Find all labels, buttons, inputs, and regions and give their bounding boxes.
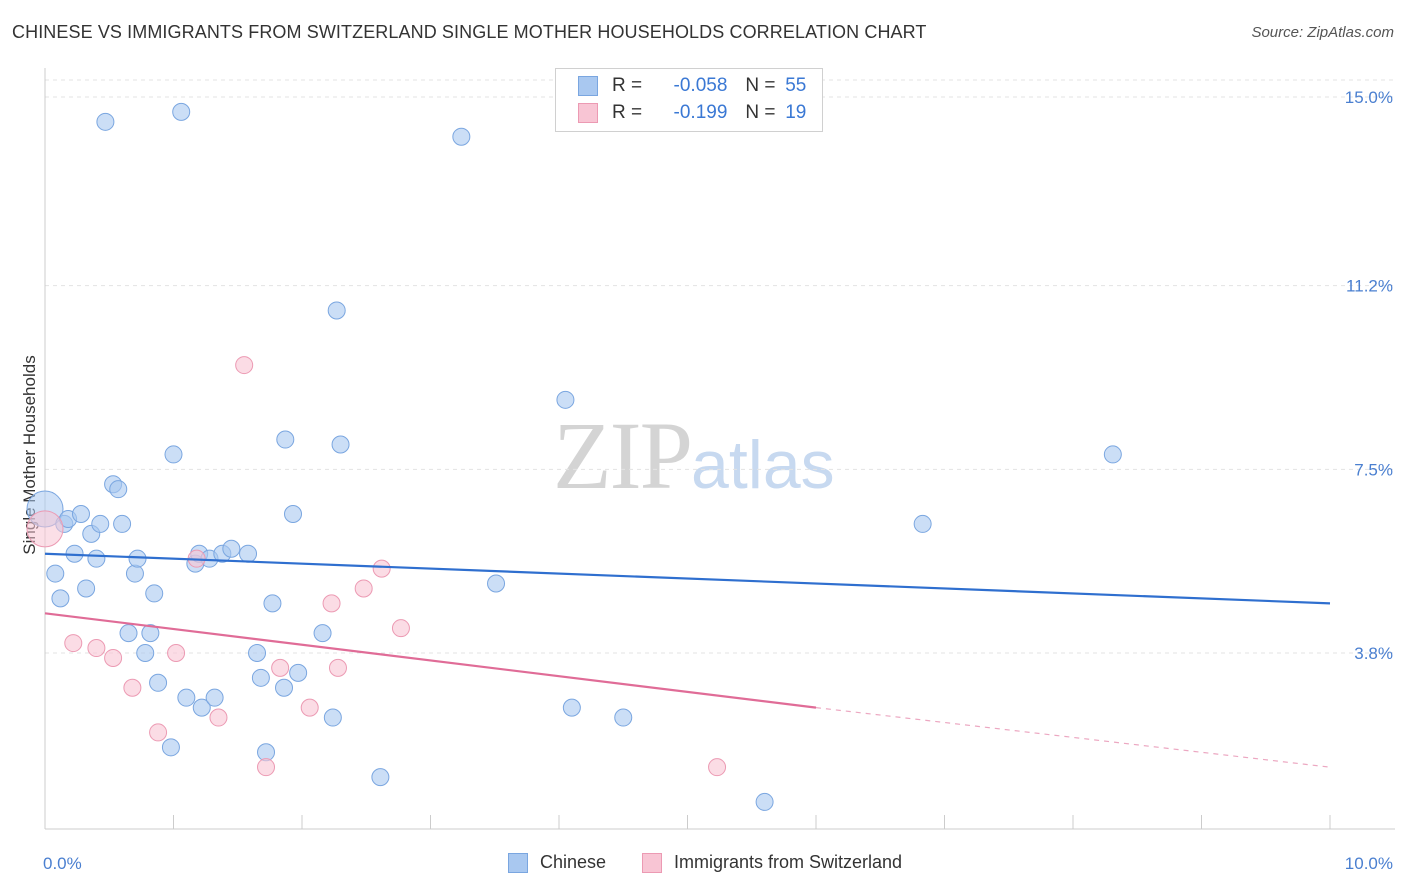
chinese-point bbox=[161, 738, 180, 757]
chinese-point bbox=[371, 768, 390, 787]
chinese-point bbox=[284, 505, 303, 523]
switzerland-point bbox=[123, 678, 142, 697]
chinese-point bbox=[248, 644, 267, 662]
chinese-point bbox=[113, 514, 132, 533]
switzerland-point bbox=[104, 648, 123, 667]
switzerland-point bbox=[708, 758, 727, 777]
switzerland-point bbox=[257, 758, 276, 777]
chinese-point bbox=[913, 514, 932, 533]
stats-legend: R = -0.058 N = 55 R = -0.199 N = 19 bbox=[555, 68, 823, 132]
chinese-point bbox=[96, 112, 115, 131]
chinese-point bbox=[177, 688, 196, 707]
chinese-point bbox=[614, 708, 633, 727]
source-note: Source: ZipAtlas.com bbox=[1251, 24, 1394, 41]
chinese-point bbox=[487, 574, 506, 593]
chinese-point bbox=[51, 589, 70, 608]
chinese-point bbox=[46, 564, 65, 583]
chinese-point bbox=[109, 480, 128, 499]
chinese-swatch-icon bbox=[578, 76, 598, 96]
watermark: ZIPatlas bbox=[553, 400, 835, 511]
r-value: -0.058 bbox=[673, 75, 728, 96]
legend-label-chinese: Chinese bbox=[540, 852, 607, 872]
chinese-point bbox=[222, 539, 241, 558]
switzerland-point bbox=[354, 579, 373, 598]
x-tick-label: 0.0% bbox=[43, 854, 82, 873]
chinese-point bbox=[1103, 445, 1122, 464]
r-label: R = bbox=[612, 102, 643, 123]
chinese-point bbox=[556, 390, 575, 409]
n-value: 19 bbox=[785, 102, 807, 123]
chinese-point bbox=[77, 579, 96, 598]
chinese-point bbox=[755, 792, 774, 811]
chinese-point bbox=[276, 430, 295, 449]
chinese-point bbox=[128, 549, 147, 568]
chinese-point bbox=[289, 663, 308, 682]
chinese-point bbox=[91, 514, 110, 533]
watermark-zip: ZIP bbox=[553, 402, 693, 509]
chinese-point bbox=[239, 544, 258, 563]
chinese-point bbox=[192, 698, 211, 717]
switzerland-trend-line bbox=[44, 612, 817, 709]
chinese-point bbox=[251, 668, 270, 687]
chinese-trend-line bbox=[44, 552, 1331, 605]
switzerland-point bbox=[372, 559, 391, 578]
r-label: R = bbox=[612, 75, 643, 96]
switzerland-point bbox=[391, 619, 410, 638]
switzerland-point bbox=[26, 510, 64, 548]
legend-label-switzerland: Immigrants from Switzerland bbox=[674, 852, 903, 872]
chinese-point bbox=[149, 673, 168, 692]
n-label: N = bbox=[745, 102, 776, 123]
x-tick-label: 10.0% bbox=[1345, 854, 1393, 873]
switzerland-point bbox=[149, 723, 168, 742]
switzerland-point bbox=[328, 658, 347, 677]
chinese-point bbox=[145, 584, 164, 603]
chart-title: CHINESE VS IMMIGRANTS FROM SWITZERLAND S… bbox=[12, 22, 927, 42]
n-label: N = bbox=[745, 75, 776, 96]
switzerland-swatch-icon bbox=[578, 103, 598, 123]
legend-item-chinese[interactable]: Chinese bbox=[508, 852, 606, 873]
chinese-point bbox=[331, 435, 350, 454]
switzerland-point bbox=[322, 594, 341, 613]
chinese-point bbox=[125, 564, 144, 583]
chinese-point bbox=[275, 678, 294, 697]
r-value: -0.199 bbox=[673, 102, 728, 123]
y-tick-label: 7.5% bbox=[1354, 460, 1393, 479]
chinese-legend-swatch-icon bbox=[508, 852, 528, 873]
switzerland-trend-line-extension bbox=[815, 707, 1331, 768]
switzerland-legend-swatch-icon bbox=[642, 852, 662, 873]
chinese-point bbox=[263, 594, 282, 613]
n-value: 55 bbox=[785, 75, 807, 96]
switzerland-point bbox=[300, 698, 319, 717]
chinese-point bbox=[141, 624, 160, 643]
chinese-point bbox=[562, 698, 581, 717]
y-tick-label: 15.0% bbox=[1345, 88, 1393, 107]
y-tick-label: 11.2% bbox=[1346, 277, 1393, 296]
switzerland-point bbox=[64, 634, 83, 653]
switzerland-point bbox=[167, 644, 186, 662]
y-tick-label: 3.8% bbox=[1354, 644, 1393, 663]
chinese-point bbox=[71, 505, 90, 523]
switzerland-point bbox=[271, 658, 290, 677]
chinese-point bbox=[119, 624, 138, 643]
chinese-point bbox=[452, 127, 471, 146]
chinese-point bbox=[327, 301, 346, 320]
stats-legend-row-switzerland: R = -0.199 N = 19 bbox=[578, 101, 811, 125]
switzerland-point bbox=[87, 639, 106, 658]
chinese-point bbox=[172, 102, 191, 121]
switzerland-point bbox=[209, 708, 228, 727]
chinese-point bbox=[323, 708, 342, 727]
chinese-point bbox=[205, 688, 224, 707]
switzerland-point bbox=[235, 356, 254, 375]
stats-legend-row-chinese: R = -0.058 N = 55 bbox=[578, 74, 811, 98]
legend-item-switzerland[interactable]: Immigrants from Switzerland bbox=[642, 852, 902, 873]
watermark-atlas: atlas bbox=[691, 427, 835, 503]
chinese-point bbox=[164, 445, 183, 464]
chinese-point bbox=[136, 644, 155, 662]
chinese-point bbox=[87, 549, 106, 568]
chinese-point bbox=[313, 624, 332, 643]
